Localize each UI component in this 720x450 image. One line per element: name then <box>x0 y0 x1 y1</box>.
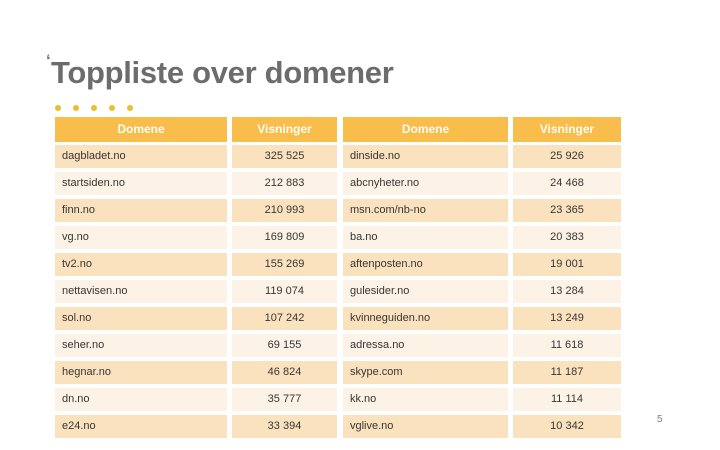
domain-cell: vg.no <box>55 226 227 249</box>
domain-cell: sol.no <box>55 307 227 330</box>
accent-dot <box>127 105 133 111</box>
domain-cell: abcnyheter.no <box>343 172 508 195</box>
views-cell: 13 284 <box>513 280 621 303</box>
page-number: 5 <box>657 414 663 425</box>
views-cell: 210 993 <box>232 199 337 222</box>
table-body: dagbladet.no 325 525 dinside.no 25 926 start… <box>55 145 621 438</box>
views-cell: 20 383 <box>513 226 621 249</box>
domain-cell: vglive.no <box>343 415 508 438</box>
views-cell: 24 468 <box>513 172 621 195</box>
views-cell: 155 269 <box>232 253 337 276</box>
domain-cell: aftenposten.no <box>343 253 508 276</box>
table-row: dn.no 35 777 kk.no 11 114 <box>55 388 621 411</box>
table-row: dagbladet.no 325 525 dinside.no 25 926 <box>55 145 621 168</box>
domain-cell: skype.com <box>343 361 508 384</box>
title-quote-mark: ‘ <box>46 51 51 70</box>
views-cell: 33 394 <box>232 415 337 438</box>
views-cell: 11 618 <box>513 334 621 357</box>
views-cell: 35 777 <box>232 388 337 411</box>
domain-table: Domene Visninger Domene Visninger dagbladet… <box>55 117 621 442</box>
domain-cell: dagbladet.no <box>55 145 227 168</box>
domain-cell: ba.no <box>343 226 508 249</box>
header-cell-domene-2: Domene <box>343 117 508 142</box>
views-cell: 11 187 <box>513 361 621 384</box>
domain-cell: e24.no <box>55 415 227 438</box>
views-cell: 169 809 <box>232 226 337 249</box>
domain-cell: msn.com/nb-no <box>343 199 508 222</box>
header-cell-visninger-3: Visninger <box>513 117 621 142</box>
views-cell: 10 342 <box>513 415 621 438</box>
domain-cell: gulesider.no <box>343 280 508 303</box>
table-row: e24.no 33 394 vglive.no 10 342 <box>55 415 621 438</box>
domain-cell: kvinneguiden.no <box>343 307 508 330</box>
views-cell: 325 525 <box>232 145 337 168</box>
domain-cell: tv2.no <box>55 253 227 276</box>
table-row: startsiden.no 212 883 abcnyheter.no 24 468 <box>55 172 621 195</box>
domain-cell: dinside.no <box>343 145 508 168</box>
domain-cell: nettavisen.no <box>55 280 227 303</box>
header-cell-domene-0: Domene <box>55 117 227 142</box>
domain-cell: seher.no <box>55 334 227 357</box>
views-cell: 69 155 <box>232 334 337 357</box>
table-row: vg.no 169 809 ba.no 20 383 <box>55 226 621 249</box>
views-cell: 19 001 <box>513 253 621 276</box>
table-row: hegnar.no 46 824 skype.com 11 187 <box>55 361 621 384</box>
accent-dot <box>91 105 97 111</box>
table-row: nettavisen.no 119 074 gulesider.no 13 284 <box>55 280 621 303</box>
domain-cell: finn.no <box>55 199 227 222</box>
views-cell: 25 926 <box>513 145 621 168</box>
table-row: seher.no 69 155 adressa.no 11 618 <box>55 334 621 357</box>
views-cell: 23 365 <box>513 199 621 222</box>
views-cell: 119 074 <box>232 280 337 303</box>
table-row: finn.no 210 993 msn.com/nb-no 23 365 <box>55 199 621 222</box>
views-cell: 11 114 <box>513 388 621 411</box>
page-title: Toppliste over domener <box>51 55 394 90</box>
header-cell-visninger-1: Visninger <box>232 117 337 142</box>
accent-dot <box>73 105 79 111</box>
views-cell: 212 883 <box>232 172 337 195</box>
domain-cell: startsiden.no <box>55 172 227 195</box>
accent-dot <box>55 105 61 111</box>
views-cell: 107 242 <box>232 307 337 330</box>
table-header-row: Domene Visninger Domene Visninger <box>55 117 621 142</box>
table-row: tv2.no 155 269 aftenposten.no 19 001 <box>55 253 621 276</box>
accent-dots <box>55 105 145 111</box>
domain-cell: kk.no <box>343 388 508 411</box>
views-cell: 13 249 <box>513 307 621 330</box>
views-cell: 46 824 <box>232 361 337 384</box>
accent-dot <box>109 105 115 111</box>
table-row: sol.no 107 242 kvinneguiden.no 13 249 <box>55 307 621 330</box>
domain-cell: adressa.no <box>343 334 508 357</box>
domain-cell: dn.no <box>55 388 227 411</box>
domain-cell: hegnar.no <box>55 361 227 384</box>
